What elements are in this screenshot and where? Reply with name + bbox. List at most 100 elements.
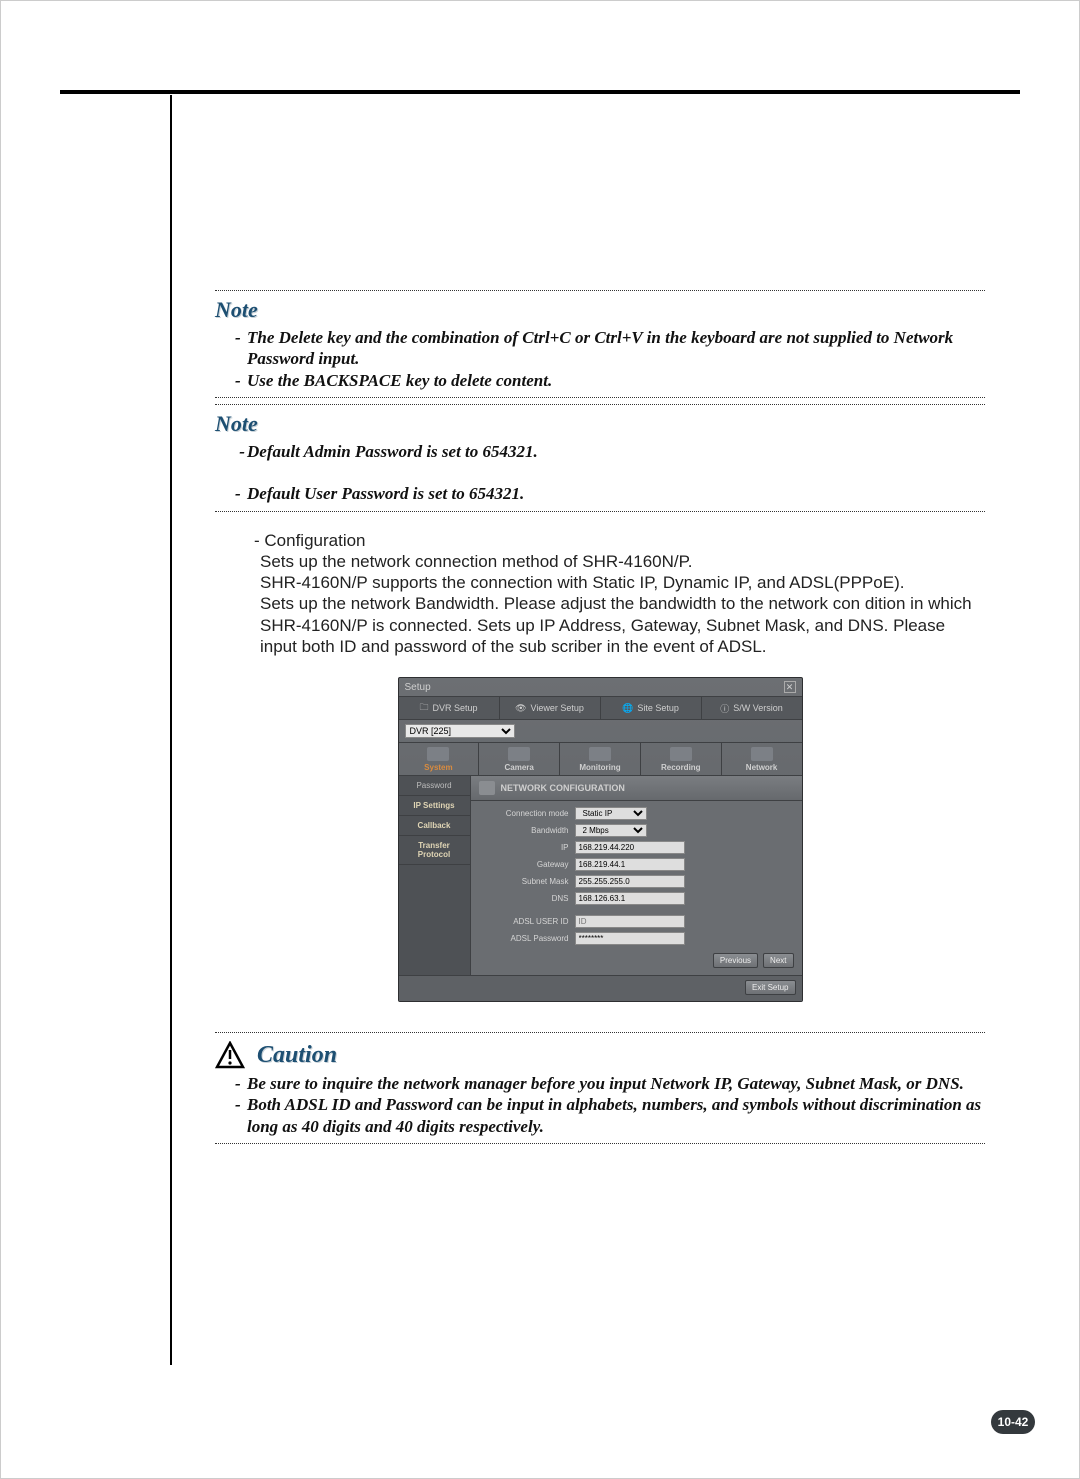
field-label: Gateway [479, 860, 575, 869]
cat-label: Recording [661, 763, 701, 772]
ip-input[interactable] [575, 841, 685, 854]
dialog-main-panel: NETWORK CONFIGURATION Connection mode St… [471, 776, 802, 975]
configuration-block: - Configuration Sets up the network conn… [260, 530, 985, 658]
warning-icon [215, 1041, 245, 1069]
row-subnet: Subnet Mask [471, 873, 802, 890]
exit-setup-button[interactable]: Exit Setup [745, 980, 795, 995]
sidebar-item-ip-settings[interactable]: IP Settings [399, 796, 470, 816]
cat-label: Network [746, 763, 778, 772]
tab-label: DVR Setup [432, 703, 477, 713]
dialog-body: Password IP Settings Callback Transfer P… [399, 776, 802, 975]
sidebar-item-password[interactable]: Password [399, 776, 470, 796]
tab-dvr-setup[interactable]: 🗀 DVR Setup [399, 697, 500, 719]
cat-label: Monitoring [579, 763, 620, 772]
adsl-pw-input[interactable] [575, 932, 685, 945]
setup-dialog: Setup ✕ 🗀 DVR Setup 👁 Viewer Setup 🌐Site S… [398, 677, 803, 1002]
info-icon: ⓘ [720, 702, 729, 715]
page-number-badge: 10-42 [991, 1410, 1035, 1434]
tab-label: Viewer Setup [531, 703, 584, 713]
bullet: - [235, 483, 247, 504]
note-item: Use the BACKSPACE key to delete content. [247, 370, 552, 391]
dialog-title: Setup [405, 682, 431, 693]
panel-buttons: Previous Next [471, 947, 802, 974]
bullet: - [235, 370, 247, 391]
bullet: - [235, 327, 247, 370]
camera-icon [508, 747, 530, 761]
row-gateway: Gateway [471, 856, 802, 873]
folder-icon: 🗀 [419, 700, 428, 716]
monitor-icon [589, 747, 611, 761]
field-label: Connection mode [479, 809, 575, 818]
dns-input[interactable] [575, 892, 685, 905]
tab-label: Site Setup [637, 703, 679, 713]
dvr-selector-row: DVR [225] [399, 720, 802, 742]
config-heading: - Configuration [254, 530, 985, 551]
sidebar-item-callback[interactable]: Callback [399, 816, 470, 836]
cat-system[interactable]: System [399, 743, 480, 775]
row-connection-mode: Connection mode Static IP [471, 805, 802, 822]
note-item: Default User Password is set to 654321. [247, 483, 524, 504]
sidebar-spacer [399, 865, 470, 975]
config-line: SHR-4160N/P supports the connection with… [260, 572, 985, 593]
row-adsl-pw: ADSL Password [471, 930, 802, 947]
previous-button[interactable]: Previous [713, 953, 758, 968]
caution-item: Both ADSL ID and Password can be input i… [247, 1094, 985, 1137]
next-button[interactable]: Next [763, 953, 793, 968]
cat-network[interactable]: Network [722, 743, 802, 775]
subnet-input[interactable] [575, 875, 685, 888]
caution-body: - Be sure to inquire the network manager… [215, 1073, 985, 1137]
close-icon[interactable]: ✕ [784, 681, 796, 693]
sidebar-item-transfer-protocol[interactable]: Transfer Protocol [399, 836, 470, 865]
tab-viewer-setup[interactable]: 👁 Viewer Setup [500, 697, 601, 719]
config-line: Sets up the network Bandwidth. Please ad… [260, 593, 985, 657]
caution-item: Be sure to inquire the network manager b… [247, 1073, 964, 1094]
tab-sw-version[interactable]: ⓘ S/W Version [702, 697, 802, 719]
panel-title: NETWORK CONFIGURATION [501, 783, 625, 793]
cat-label: System [424, 763, 452, 772]
dotted-rule [215, 404, 985, 405]
field-label: Bandwidth [479, 826, 575, 835]
dialog-sidebar: Password IP Settings Callback Transfer P… [399, 776, 471, 975]
dialog-footer: Exit Setup [399, 975, 802, 1001]
note-title: Note [215, 411, 985, 437]
dotted-rule [215, 1032, 985, 1033]
adsl-id-input[interactable] [575, 915, 685, 928]
dialog-titlebar: Setup ✕ [399, 678, 802, 696]
content-column: Note - The Delete key and the combinatio… [215, 290, 985, 1144]
cat-recording[interactable]: Recording [641, 743, 722, 775]
note-item: The Delete key and the combination of Ct… [247, 327, 985, 370]
tab-site-setup[interactable]: 🌐Site Setup [601, 697, 702, 719]
top-rule [60, 90, 1020, 94]
caution-title: Caution [257, 1042, 337, 1069]
network-icon [751, 747, 773, 761]
field-label: IP [479, 843, 575, 852]
panel-header: NETWORK CONFIGURATION [471, 776, 802, 801]
dialog-tabs: 🗀 DVR Setup 👁 Viewer Setup 🌐Site Setup ⓘ S/… [399, 696, 802, 720]
field-label: ADSL Password [479, 934, 575, 943]
row-dns: DNS [471, 890, 802, 907]
cat-camera[interactable]: Camera [479, 743, 560, 775]
bullet: - [235, 441, 247, 484]
system-icon [427, 747, 449, 761]
gateway-input[interactable] [575, 858, 685, 871]
vertical-divider [170, 95, 172, 1365]
dotted-rule [215, 290, 985, 291]
field-label: DNS [479, 894, 575, 903]
bullet: - [235, 1073, 247, 1094]
note-body: - The Delete key and the combination of … [215, 327, 985, 391]
note-body: - Default Admin Password is set to 65432… [215, 441, 985, 505]
config-line: Sets up the network connection method of… [260, 551, 985, 572]
bandwidth-select[interactable]: 2 Mbps [575, 824, 647, 837]
note-title: Note [215, 297, 985, 323]
category-tabs: System Camera Monitoring Recording Netwo… [399, 742, 802, 776]
bullet: - [235, 1094, 247, 1137]
connection-mode-select[interactable]: Static IP [575, 807, 647, 820]
eye-icon: 👁 [515, 703, 526, 714]
dotted-rule [215, 397, 985, 398]
note-item: Default Admin Password is set to 654321. [247, 441, 538, 484]
tab-label: S/W Version [733, 703, 783, 713]
dvr-select[interactable]: DVR [225] [405, 724, 515, 738]
dotted-rule [215, 511, 985, 512]
field-label: ADSL USER ID [479, 917, 575, 926]
cat-monitoring[interactable]: Monitoring [560, 743, 641, 775]
